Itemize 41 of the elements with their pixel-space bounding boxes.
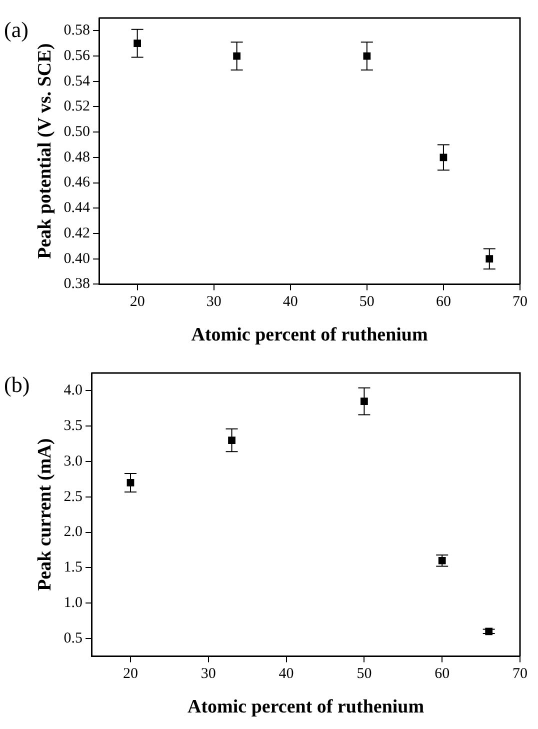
x-tick-label: 20 xyxy=(130,294,145,310)
y-tick-label: 0.38 xyxy=(64,276,90,292)
x-tick-label: 30 xyxy=(206,294,222,310)
point xyxy=(228,436,236,444)
text: (b) xyxy=(4,372,30,397)
y-tick-label: 0.52 xyxy=(64,98,90,115)
y-tick-label: 0.44 xyxy=(64,200,91,216)
point xyxy=(486,255,494,263)
y-tick-label: 0.58 xyxy=(64,22,90,39)
y-tick-label: 0.54 xyxy=(64,73,91,90)
y-tick-label: 4.0 xyxy=(64,382,83,399)
x-tick-label: 40 xyxy=(278,666,294,682)
x-tick-label: 70 xyxy=(512,294,528,310)
x-tick-label: 60 xyxy=(434,666,450,682)
y-tick-label: 0.48 xyxy=(64,149,90,166)
x-axis-title: Atomic percent of ruthenium xyxy=(191,324,428,346)
x-tick-label: 40 xyxy=(282,294,298,310)
x-tick-label: 50 xyxy=(356,666,372,682)
y-tick-label: 0.46 xyxy=(64,174,91,191)
x-tick-label: 60 xyxy=(436,294,451,310)
y-tick-label: 0.56 xyxy=(64,48,91,64)
y-tick-label: 1.5 xyxy=(64,560,83,576)
x-tick-label: 30 xyxy=(200,666,216,682)
y-axis-title: Peak potential (V vs. SCE) xyxy=(34,43,56,259)
y-tick-label: 2.5 xyxy=(64,488,83,505)
x-tick-label: 50 xyxy=(359,294,374,310)
y-tick-label: 2.0 xyxy=(64,524,83,540)
y-tick-label: 0.42 xyxy=(64,225,90,242)
y-tick-label: 0.40 xyxy=(64,250,90,267)
y-tick-label: 0.50 xyxy=(64,124,90,140)
text: (a) xyxy=(4,16,28,42)
y-axis-title: Peak current (mA) xyxy=(34,438,56,591)
x-axis-title: Atomic percent of ruthenium xyxy=(187,696,424,718)
point xyxy=(134,40,141,48)
point xyxy=(360,398,368,405)
y-tick-label: 0.5 xyxy=(64,630,83,646)
x-tick-label: 20 xyxy=(123,666,138,682)
y-tick-label: 3.5 xyxy=(64,418,83,434)
x-tick-label: 70 xyxy=(512,666,528,682)
y-tick-label: 1.0 xyxy=(64,595,83,612)
y-tick-label: 3.0 xyxy=(64,453,83,470)
